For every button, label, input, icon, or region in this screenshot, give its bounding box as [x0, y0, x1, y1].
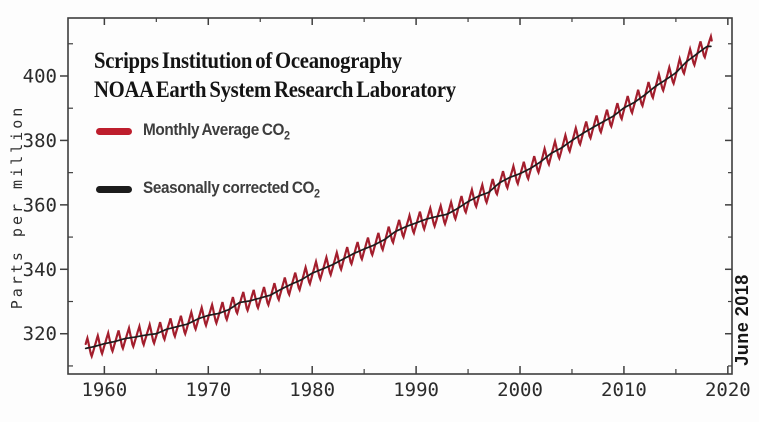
x-tick-label: 2000 [497, 379, 543, 401]
monthly-average-line-swatch [96, 127, 132, 135]
date-annotation: June 2018 [732, 274, 752, 366]
y-tick-label: 320 [23, 323, 57, 345]
seasonally-corrected-line-swatch [96, 185, 132, 193]
legend-item-seasonally-corrected: Seasonally corrected CO2 [96, 178, 339, 200]
x-tick-label: 2010 [601, 379, 647, 401]
legend-label-seasonally-corrected: Seasonally corrected CO2 [143, 178, 320, 200]
x-tick-label: 1970 [185, 379, 231, 401]
plot-frame [67, 17, 733, 375]
chart-title-line1: Scripps Institution of Oceanography [94, 48, 402, 73]
chart-title-line2: NOAA Earth System Research Laboratory [94, 77, 456, 102]
legend-label-monthly-subscript: 2 [284, 128, 290, 143]
y-axis-label: Parts per million [8, 104, 26, 310]
legend-label-monthly-average: Monthly Average CO2 [143, 120, 290, 142]
x-tick-label: 1980 [289, 379, 335, 401]
x-tick-label: 1990 [393, 379, 439, 401]
seasonally-corrected-co2-line [84, 45, 712, 350]
x-tick-label: 1960 [81, 379, 127, 401]
y-tick-label: 400 [23, 65, 57, 87]
monthly-average-co2-line [84, 32, 713, 360]
y-tick-label: 340 [23, 259, 57, 281]
legend-label-seasonal-text: Seasonally corrected CO [143, 178, 315, 197]
x-tick-label: 2020 [705, 379, 751, 401]
legend-item-monthly-average: Monthly Average CO2 [96, 120, 306, 142]
y-tick-label: 360 [23, 194, 57, 216]
legend-label-monthly-text: Monthly Average CO [143, 120, 285, 139]
y-tick-label: 380 [23, 130, 57, 152]
legend-label-seasonal-subscript: 2 [314, 186, 320, 201]
chart-title: Scripps Institution of Oceanography NOAA… [94, 46, 456, 104]
